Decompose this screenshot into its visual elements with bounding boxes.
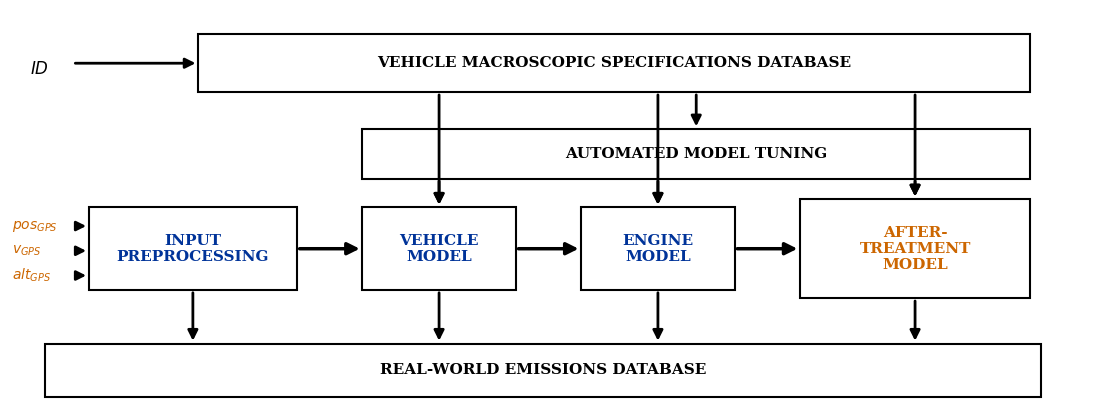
Text: VEHICLE
MODEL: VEHICLE MODEL (399, 234, 478, 264)
Text: AUTOMATED MODEL TUNING: AUTOMATED MODEL TUNING (565, 147, 827, 161)
Text: REAL-WORLD EMISSIONS DATABASE: REAL-WORLD EMISSIONS DATABASE (380, 363, 706, 377)
FancyBboxPatch shape (581, 208, 735, 290)
Text: INPUT
PREPROCESSING: INPUT PREPROCESSING (116, 234, 269, 264)
FancyBboxPatch shape (45, 344, 1041, 397)
Text: $pos_{GPS}$: $pos_{GPS}$ (12, 219, 58, 234)
Text: $v_{GPS}$: $v_{GPS}$ (12, 244, 42, 258)
Text: $ID$: $ID$ (31, 61, 49, 78)
Text: ENGINE
MODEL: ENGINE MODEL (622, 234, 693, 264)
FancyBboxPatch shape (362, 208, 516, 290)
FancyBboxPatch shape (362, 129, 1030, 178)
FancyBboxPatch shape (800, 199, 1030, 298)
FancyBboxPatch shape (89, 208, 297, 290)
Text: AFTER-
TREATMENT
MODEL: AFTER- TREATMENT MODEL (859, 225, 971, 272)
Text: $alt_{GPS}$: $alt_{GPS}$ (12, 267, 52, 284)
FancyBboxPatch shape (199, 34, 1030, 92)
Text: VEHICLE MACROSCOPIC SPECIFICATIONS DATABASE: VEHICLE MACROSCOPIC SPECIFICATIONS DATAB… (377, 56, 851, 70)
